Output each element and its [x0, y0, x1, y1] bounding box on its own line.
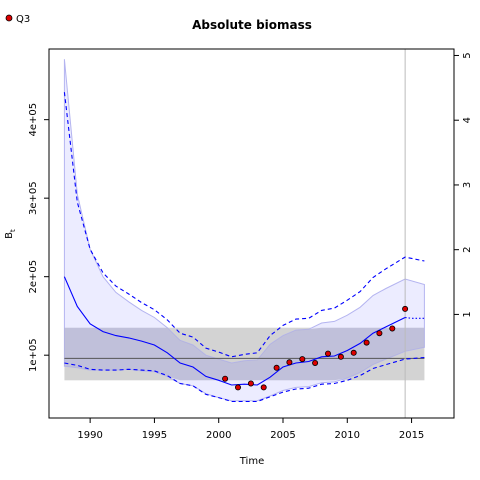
observation-point	[260, 384, 267, 391]
series-upper-95	[63, 92, 425, 358]
band-overlap	[64, 327, 425, 381]
observation-point	[350, 349, 357, 356]
right-tick-label: 1	[462, 311, 473, 317]
series-median	[63, 276, 406, 386]
plot-area	[63, 49, 425, 418]
y-tick-label: 2e+05	[28, 260, 39, 294]
observation-point	[247, 380, 254, 387]
x-tick-label: 2000	[206, 430, 231, 441]
series-median-prediction	[405, 316, 425, 319]
right-tick-label: 4	[462, 117, 473, 123]
y-axis-title: Bt	[4, 229, 17, 239]
observation-point	[312, 359, 319, 366]
observation-point	[376, 330, 383, 337]
x-axis-title: Time	[239, 456, 264, 467]
right-tick-label: 5	[462, 52, 473, 58]
x-tick-label: 2005	[270, 430, 295, 441]
right-tick-label: 2	[462, 247, 473, 253]
y-tick-label: 3e+05	[28, 181, 39, 215]
plot-frame	[48, 48, 455, 419]
observation-point	[363, 339, 370, 346]
observation-point	[324, 350, 331, 357]
observation-point	[299, 356, 306, 363]
axes: 1990 1995 2000 2005 2010 2015 1e+05 2e+05 3e+05 4…	[28, 48, 473, 441]
observation-point	[389, 325, 396, 332]
observation-point	[402, 305, 409, 312]
legend-label-q3: Q3	[16, 14, 30, 25]
observation-point	[273, 364, 280, 371]
x-tick-label: 2010	[335, 430, 360, 441]
y-tick-label: 4e+05	[28, 103, 39, 137]
chart-title: Absolute biomass	[192, 18, 312, 32]
legend: Q3	[5, 14, 30, 25]
observation-point	[234, 384, 241, 391]
x-tick-label: 2015	[399, 430, 424, 441]
right-tick-label: 3	[462, 182, 473, 188]
observation-point	[337, 353, 344, 360]
observation-point	[286, 359, 293, 366]
legend-marker-q3	[5, 14, 13, 22]
observation-point	[222, 375, 229, 382]
series-lower-95	[64, 356, 425, 403]
y-tick-label: 1e+05	[28, 338, 39, 372]
x-tick-label: 1990	[77, 430, 102, 441]
x-tick-label: 1995	[142, 430, 167, 441]
